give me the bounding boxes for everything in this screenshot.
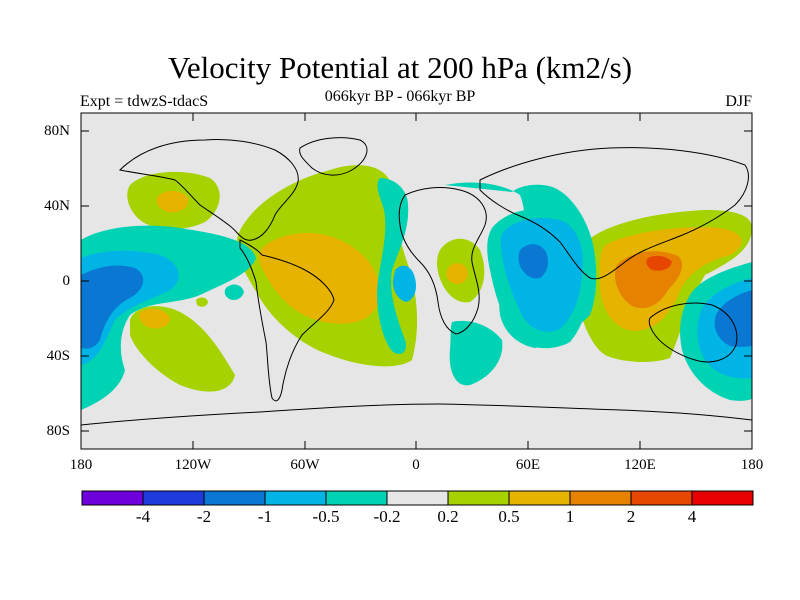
colorbar-swatch [630, 490, 693, 506]
colorbar-swatch [569, 490, 632, 506]
contour-blue-epacific [81, 265, 144, 349]
colorbar-label: 0.2 [437, 507, 459, 526]
coastline-greenland [299, 137, 368, 176]
coastline-antarctica [81, 403, 752, 426]
colorbar [81, 490, 754, 506]
coastline-australia [648, 302, 738, 363]
tick-marks [80, 113, 753, 449]
season-label: DJF [725, 93, 752, 110]
colorbar-swatch [691, 490, 754, 506]
lon-label: 180 [69, 457, 93, 473]
colorbar-label: -4 [135, 507, 151, 526]
contour-positive-small-cell [196, 297, 208, 307]
contour-mid-africa [446, 263, 468, 284]
colorbar-label: -0.5 [312, 507, 340, 526]
colorbar-swatch [386, 490, 449, 506]
lon-label: 0 [412, 457, 420, 473]
colorbar-label: 1 [565, 507, 575, 526]
contour-negative-small-cell [224, 284, 244, 300]
colorbar-swatch [325, 490, 388, 506]
colorbar-label: -1 [257, 507, 273, 526]
colorbar-label: -2 [196, 507, 212, 526]
colorbar-label: 2 [626, 507, 636, 526]
map-subtitle: 066kyr BP - 066kyr BP [324, 88, 476, 105]
map-title: Velocity Potential at 200 hPa (km2/s) [167, 50, 633, 85]
contour-mid-spacific [139, 308, 170, 329]
coastlines [81, 137, 752, 426]
colorbar-swatch [203, 490, 266, 506]
contour-mid-npacific [156, 190, 189, 213]
map-area [81, 113, 752, 449]
lat-label: 80S [46, 423, 70, 439]
lon-label: 60E [515, 457, 541, 473]
coastline-europe-africa [398, 187, 487, 335]
contour-mid-south-america [259, 233, 380, 324]
lon-label: 120W [174, 457, 212, 473]
experiment-label: Expt = tdwzS-tdacS [80, 93, 209, 110]
contour-blue-eafrica [518, 244, 548, 279]
colorbar-swatch [447, 490, 510, 506]
colorbar-swatch [142, 490, 205, 506]
contour-peak-maritime [646, 255, 672, 271]
lat-label: 0 [62, 273, 71, 289]
colorbar-label: 4 [687, 507, 697, 526]
coastline-north-america [118, 139, 299, 241]
lon-label: 180 [740, 457, 764, 473]
lon-label: 120E [624, 457, 656, 473]
positive-fields [127, 165, 752, 392]
contour-negative-atlantic [377, 178, 409, 355]
colorbar-label: 0.5 [498, 507, 520, 526]
lat-label: 80N [44, 123, 70, 139]
coastline-south-america [239, 239, 335, 402]
colorbar-swatch [81, 490, 144, 506]
contour-light-blue-atlantic [392, 265, 416, 302]
coastline-asia [479, 147, 749, 280]
negative-fields [81, 178, 752, 410]
lon-label: 60W [290, 457, 320, 473]
colorbar-label: -0.2 [373, 507, 401, 526]
colorbar-swatch [508, 490, 571, 506]
lat-label: 40N [44, 198, 70, 214]
contour-blue-wpacific [714, 290, 752, 347]
lat-label: 40S [46, 348, 70, 364]
colorbar-swatch [264, 490, 327, 506]
contour-negative-southern-indian [449, 320, 503, 386]
